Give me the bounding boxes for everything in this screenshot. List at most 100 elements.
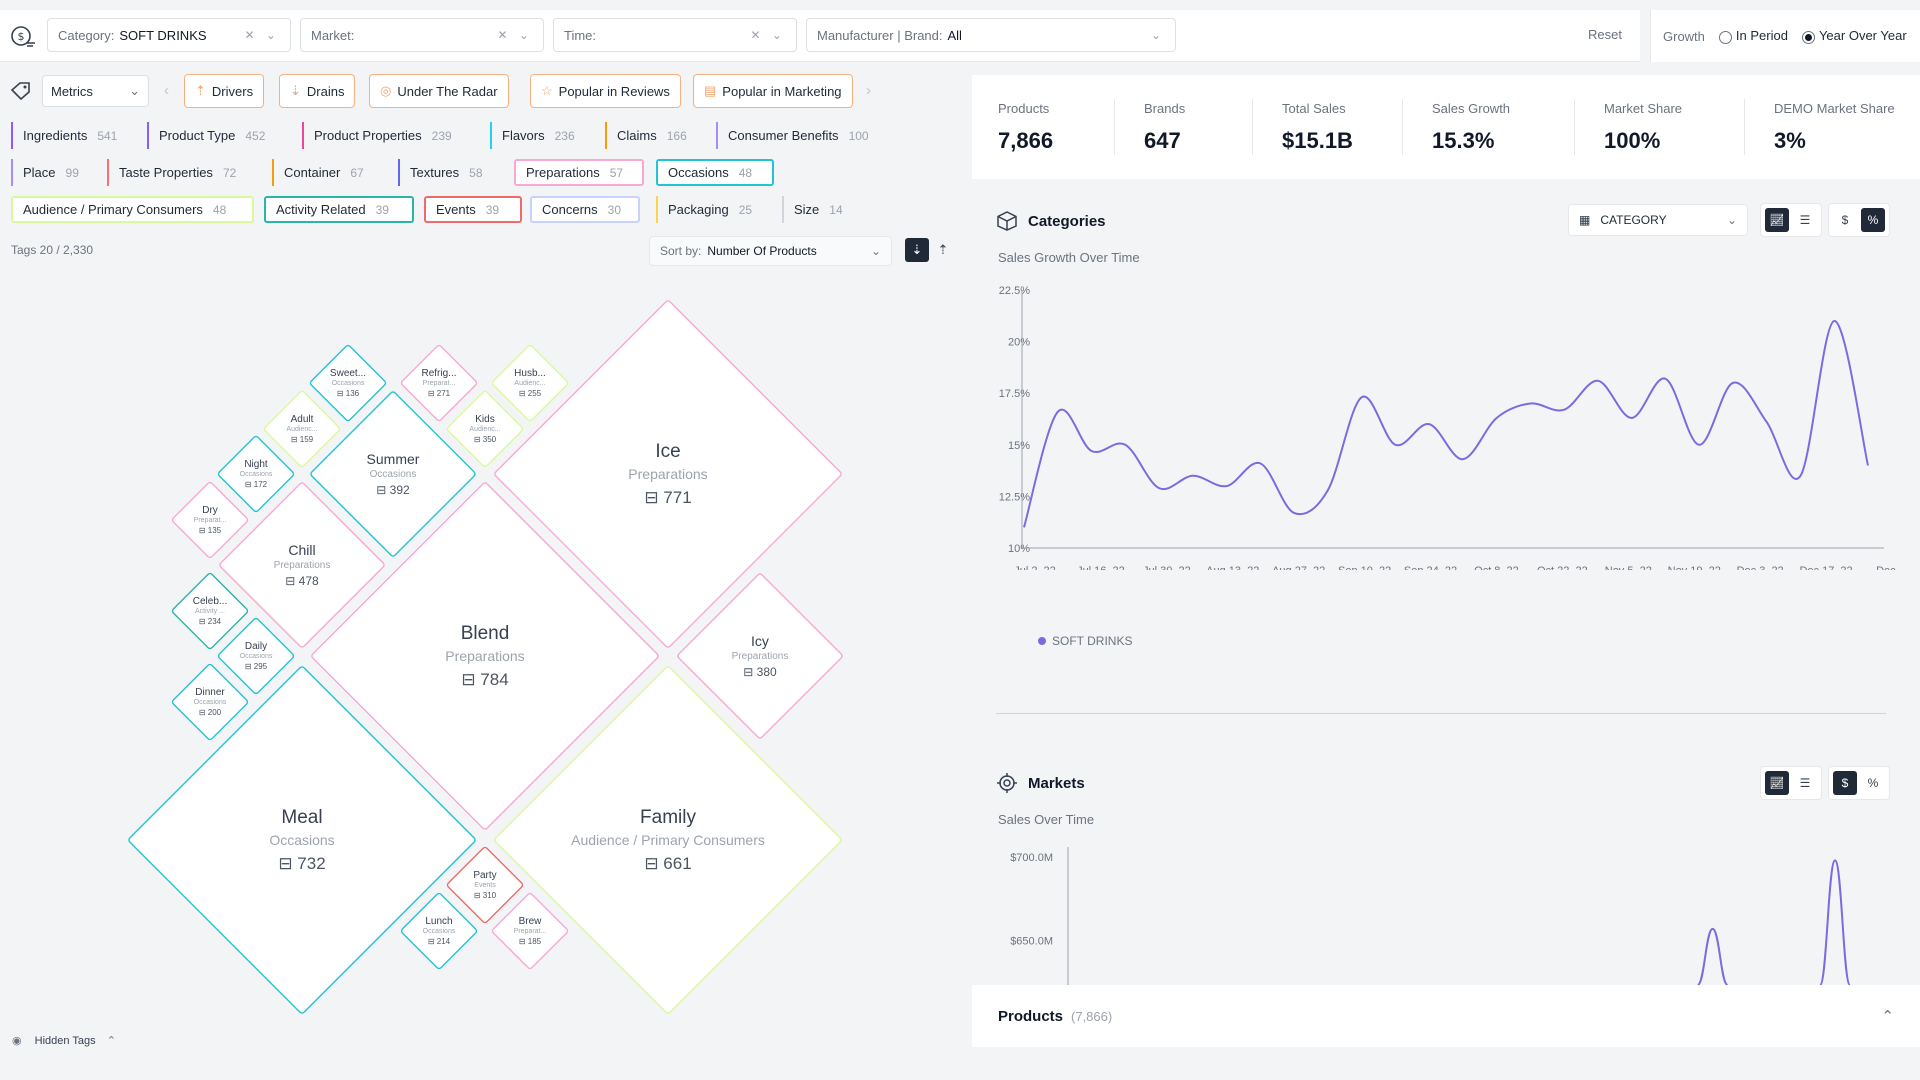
tag-concerns[interactable]: Concerns 30: [530, 196, 640, 223]
tag-settings-icon[interactable]: [10, 80, 32, 105]
diamond-category: Preparations: [731, 651, 789, 662]
diamond-count: 185: [527, 937, 542, 946]
category-filter[interactable]: Category: SOFT DRINKS ✕ ⌄: [47, 18, 291, 52]
clear-chevron-icon[interactable]: ✕ ⌄: [750, 28, 786, 42]
tag-label: Events: [436, 202, 476, 217]
diamond-count: 200: [207, 708, 222, 717]
archive-icon: ⊟: [376, 483, 390, 497]
bar-chart-button[interactable]: ☰: [1799, 776, 1811, 790]
chevron-down-icon[interactable]: ⌄: [1150, 28, 1165, 42]
diamond-ice[interactable]: Ice Preparations ⊟ 771: [491, 297, 845, 651]
line-chart-button[interactable]: 📈︎: [1765, 771, 1789, 795]
diamond-chill[interactable]: Chill Preparations ⊟ 478: [217, 480, 387, 650]
percent-button[interactable]: %: [1861, 208, 1885, 232]
tag-preparations[interactable]: Preparations 57: [514, 159, 644, 186]
tag-count: 58: [469, 165, 483, 180]
tag-consumer-benefits[interactable]: Consumer Benefits 100: [716, 122, 882, 149]
diamond-adult[interactable]: Adult Audienc... ⊟ 159: [262, 389, 342, 469]
time-filter[interactable]: Time: ✕ ⌄: [553, 18, 797, 52]
tag-product-properties[interactable]: Product Properties 239: [302, 122, 489, 149]
y-tick-label: $700.0M: [1010, 852, 1053, 864]
tab-under-the-radar[interactable]: ◎ Under The Radar: [369, 74, 509, 108]
reset-button[interactable]: Reset: [1588, 27, 1622, 42]
percent-button[interactable]: %: [1867, 776, 1879, 790]
tag-packaging[interactable]: Packaging 25: [656, 196, 768, 223]
archive-icon: ⊟: [198, 708, 208, 717]
series-line-peak: [1696, 927, 1729, 985]
diamond-blend[interactable]: Blend Preparations ⊟ 784: [308, 479, 662, 833]
tag-textures[interactable]: Textures 58: [398, 159, 504, 186]
clear-chevron-icon[interactable]: ✕ ⌄: [244, 28, 280, 42]
diamond-husb[interactable]: Husb... Audienc... ⊟ 255: [490, 343, 570, 423]
tag-label: Ingredients: [23, 128, 88, 143]
dollar-button[interactable]: $: [1841, 213, 1849, 227]
diamond-lunch[interactable]: Lunch Occasions ⊟ 214: [399, 891, 479, 971]
dollar-button[interactable]: $: [1833, 771, 1857, 795]
market-filter[interactable]: Market: ✕ ⌄: [300, 18, 544, 52]
x-tick-label: Aug 13, 22: [1206, 565, 1259, 570]
tag-product-type[interactable]: Product Type 452: [147, 122, 302, 149]
diamond-name: Dinner: [195, 687, 225, 698]
tag-container[interactable]: Container 67: [272, 159, 384, 186]
tab-popular-in-marketing[interactable]: ▤ Popular in Marketing: [693, 74, 853, 108]
hidden-tags-toggle[interactable]: ◉ Hidden Tags ⌃: [12, 1034, 116, 1047]
diamond-count: 732: [297, 853, 326, 873]
scroll-right-icon[interactable]: ›: [866, 82, 871, 99]
tags-count: Tags 20 / 2,330: [11, 243, 94, 257]
diamond-dry[interactable]: Dry Preparat... ⊟ 135: [170, 480, 250, 560]
tag-ingredients[interactable]: Ingredients 541: [11, 122, 141, 149]
tag-size[interactable]: Size 14: [782, 196, 858, 223]
diamond-party[interactable]: Party Events ⊟ 310: [445, 845, 525, 925]
metrics-select[interactable]: Metrics ⌄: [42, 75, 149, 107]
tag-activity-related[interactable]: Activity Related 39: [264, 196, 414, 223]
tag-audience-primary-consumers[interactable]: Audience / Primary Consumers 48: [11, 196, 254, 223]
in-period-radio[interactable]: In Period: [1718, 28, 1788, 44]
chart-axis: [1021, 290, 1884, 549]
bars-up-icon: ⇡: [195, 83, 206, 98]
tag-occasions[interactable]: Occasions 48: [656, 159, 774, 186]
y-tick-label: 17.5%: [999, 388, 1030, 400]
diamond-count: 350: [482, 435, 497, 444]
tag-events[interactable]: Events 39: [424, 196, 522, 223]
tab-drains[interactable]: ⇣ Drains: [279, 74, 356, 108]
line-chart-button[interactable]: 📈︎: [1765, 208, 1789, 232]
diamond-icy[interactable]: Icy Preparations ⊟ 380: [675, 571, 845, 741]
sort-descending-button[interactable]: ⇣: [905, 238, 929, 262]
diamond-text: Ice Preparations ⊟ 771: [491, 297, 845, 651]
sort-select[interactable]: Sort by: Number Of Products ⌄: [649, 236, 892, 266]
chevron-up-icon[interactable]: ⌃: [1881, 1008, 1894, 1025]
diamond-family[interactable]: Family Audience / Primary Consumers ⊟ 661: [491, 663, 845, 1017]
diamond-dinner[interactable]: Dinner Occasions ⊟ 200: [170, 662, 250, 742]
x-tick-label: Sep 10, 22: [1338, 565, 1391, 570]
scroll-left-icon[interactable]: ‹: [164, 82, 169, 99]
bar-chart-button[interactable]: ☰: [1799, 213, 1811, 227]
diamond-count: 661: [663, 853, 692, 873]
diamond-kids[interactable]: Kids Audienc... ⊟ 350: [445, 389, 525, 469]
diamond-night[interactable]: Night Occasions ⊟ 172: [216, 434, 296, 514]
sort-ascending-button[interactable]: ⇡: [937, 242, 949, 257]
tag-place[interactable]: Place 99: [11, 159, 99, 186]
tag-claims[interactable]: Claims 166: [605, 122, 709, 149]
year-over-year-radio[interactable]: Year Over Year: [1801, 28, 1907, 44]
diamond-refrig[interactable]: Refrig... Preparat... ⊟ 271: [399, 343, 479, 423]
tab-drivers[interactable]: ⇡ Drivers: [184, 74, 265, 108]
brand-filter[interactable]: Manufacturer | Brand: All ⌄: [806, 18, 1176, 52]
sales-over-time-chart: $700.0M $650.0M: [1010, 847, 1852, 985]
clear-chevron-icon[interactable]: ✕ ⌄: [497, 28, 533, 42]
y-tick-label: 10%: [1008, 543, 1030, 555]
tag-flavors[interactable]: Flavors 236: [490, 122, 599, 149]
diamond-category: Preparations: [273, 560, 331, 571]
diamond-daily[interactable]: Daily Occasions ⊟ 295: [216, 616, 296, 696]
year-over-year-label: Year Over Year: [1818, 28, 1907, 44]
tag-taste-properties[interactable]: Taste Properties 72: [107, 159, 257, 186]
markets-unit-toggle: $ %: [1828, 766, 1890, 800]
diamond-celeb[interactable]: Celeb... Activity ... ⊟ 234: [170, 571, 250, 651]
category-select[interactable]: ▦ CATEGORY ⌄: [1568, 204, 1748, 236]
tab-popular-in-reviews[interactable]: ☆ Popular in Reviews: [530, 74, 681, 108]
diamond-name: Night: [244, 459, 268, 470]
diamond-brew[interactable]: Brew Preparat... ⊟ 185: [490, 891, 570, 971]
diamond-meal[interactable]: Meal Occasions ⊟ 732: [125, 663, 479, 1017]
diamond-summer[interactable]: Summer Occasions ⊟ 392: [308, 389, 478, 559]
products-bar[interactable]: Products (7,866) ⌃: [972, 985, 1920, 1047]
diamond-sweet[interactable]: Sweet... Occasions ⊟ 136: [308, 343, 388, 423]
